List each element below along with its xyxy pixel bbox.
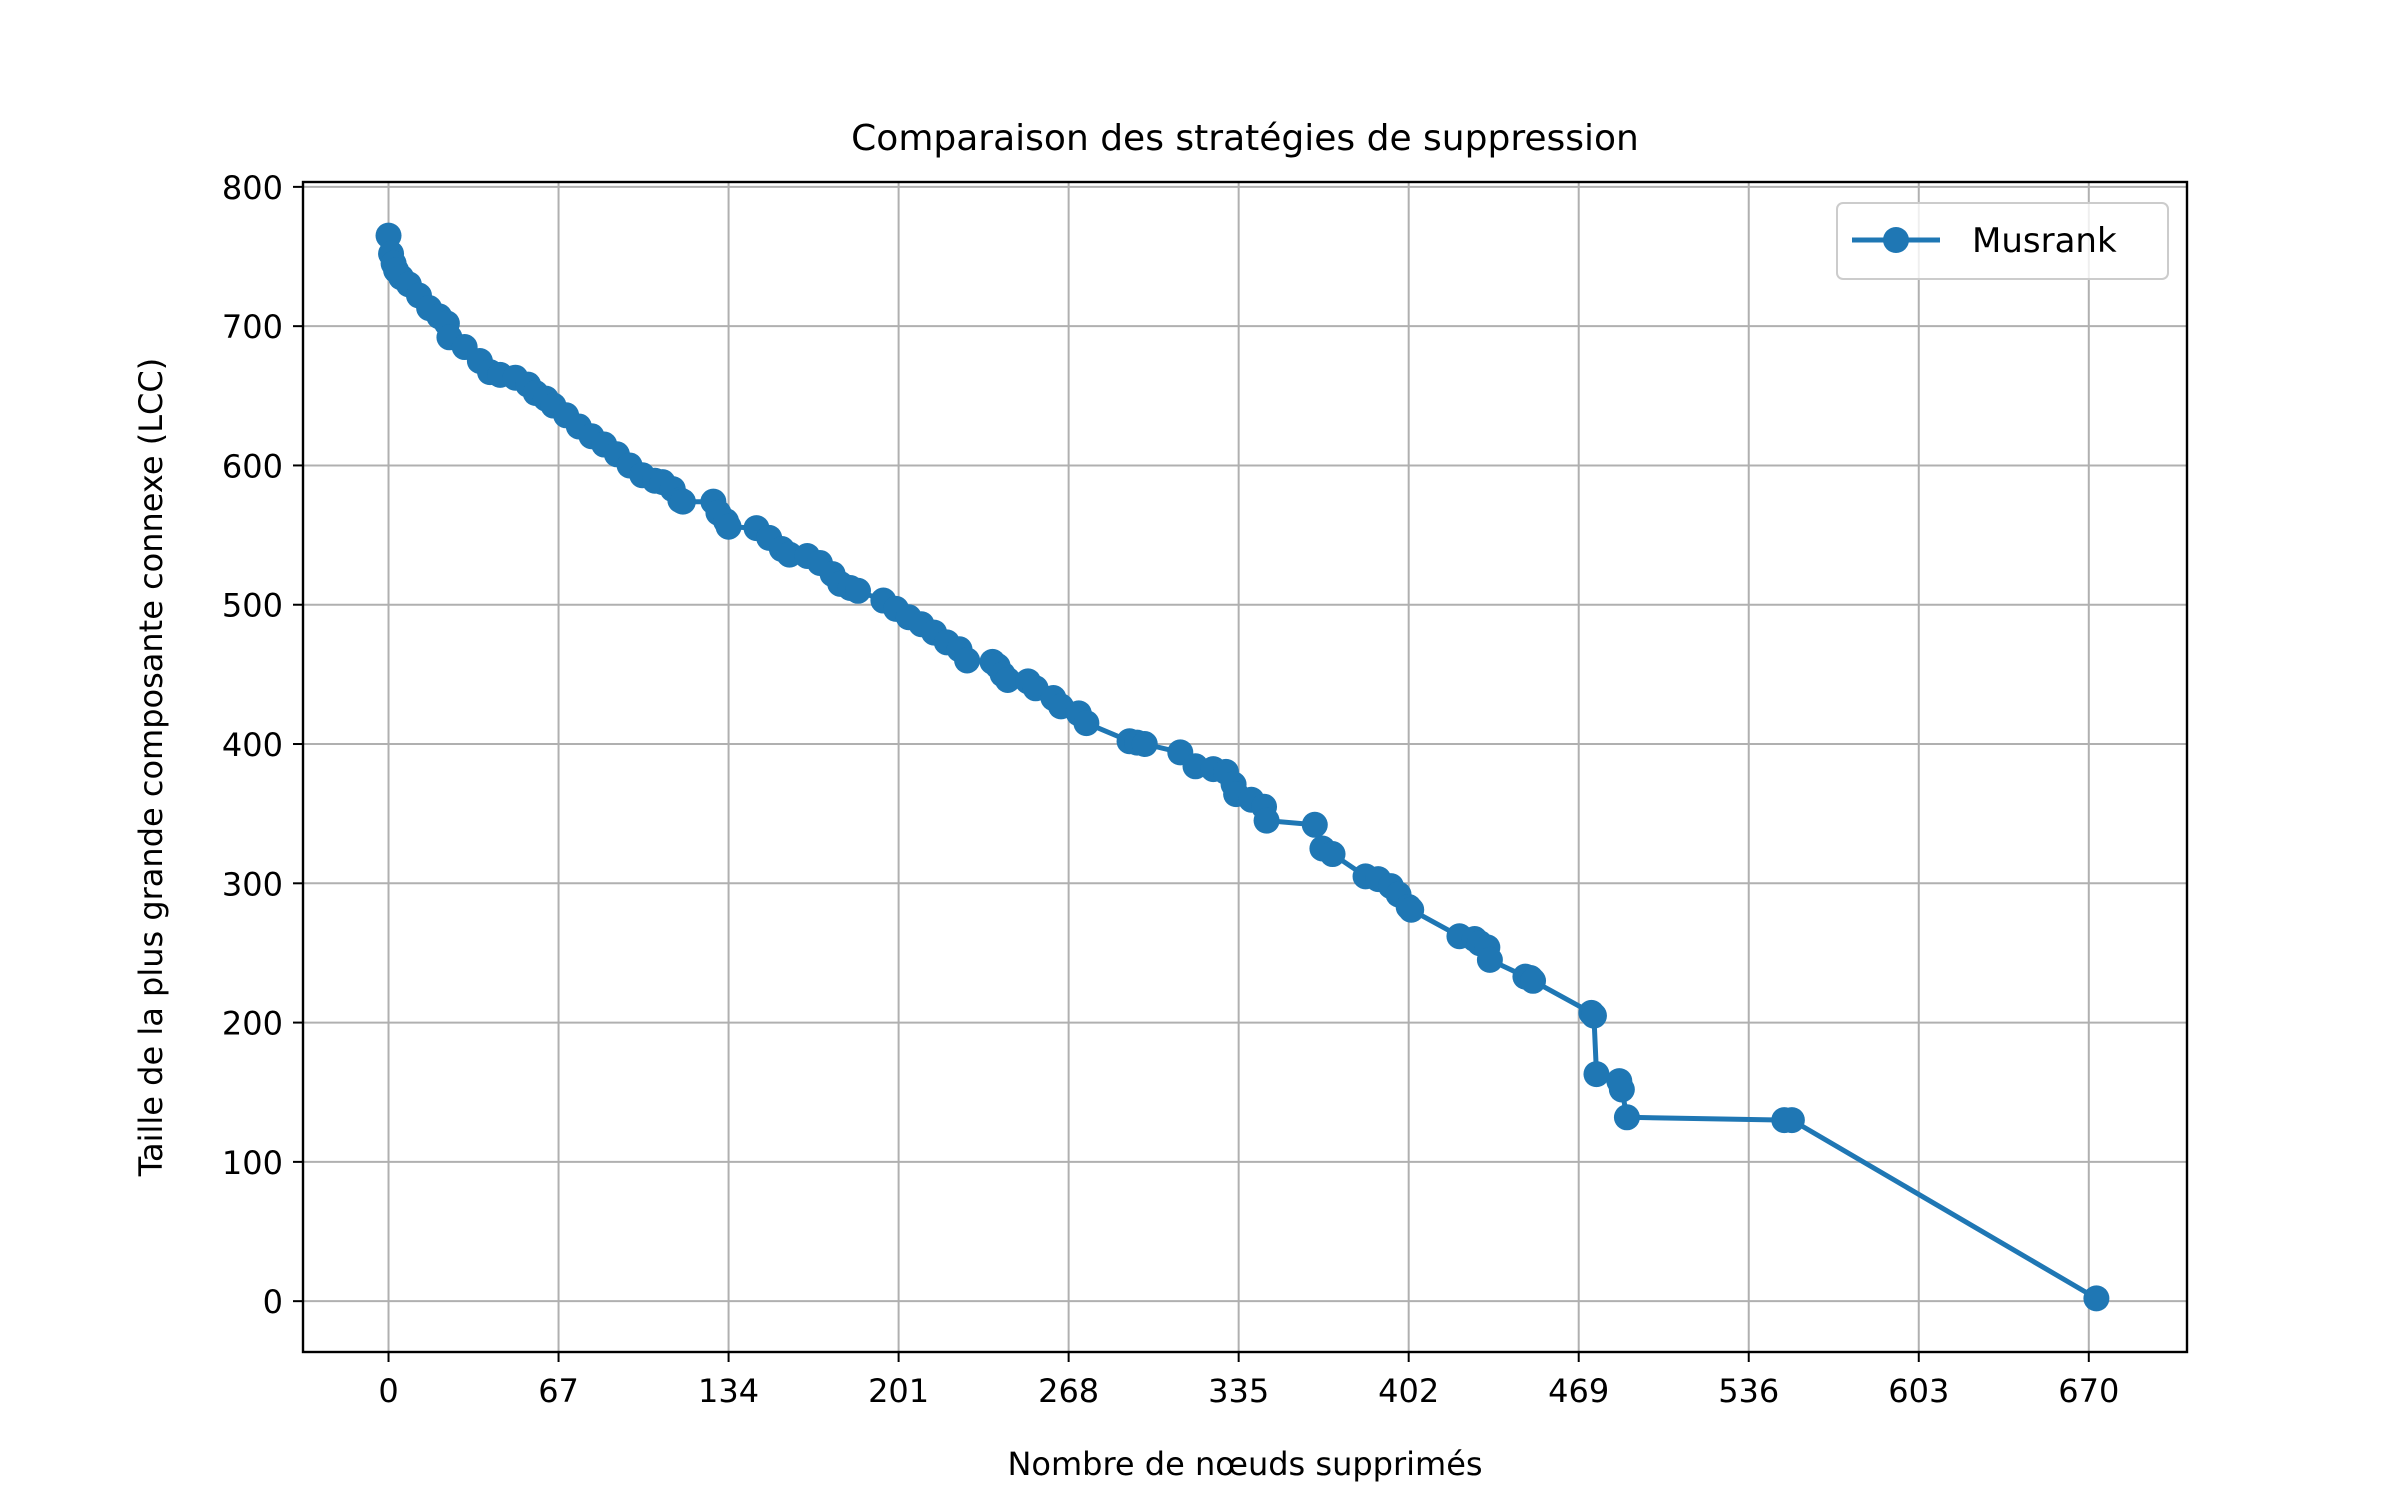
x-tick-label: 670: [2058, 1372, 2119, 1410]
plot-frame: [301, 180, 2189, 1354]
data-point: [1398, 896, 1425, 923]
y-tick-label: 700: [222, 308, 283, 346]
data-point: [1613, 1104, 1640, 1131]
x-tick-label: 536: [1718, 1372, 1779, 1410]
data-point: [954, 647, 981, 674]
legend-box: [1836, 202, 2169, 280]
data-point: [1583, 1061, 1610, 1088]
data-point: [1253, 807, 1280, 834]
data-point: [2083, 1285, 2110, 1312]
y-tick-label: 300: [222, 865, 283, 903]
data-point: [1073, 710, 1100, 737]
data-point: [1131, 731, 1158, 758]
x-tick-label: 603: [1888, 1372, 1949, 1410]
y-tick-label: 200: [222, 1005, 283, 1043]
y-tick-label: 0: [263, 1283, 283, 1321]
y-tick-label: 800: [222, 169, 283, 207]
x-tick-label: 469: [1548, 1372, 1609, 1410]
data-point: [1520, 967, 1547, 994]
data-point: [1319, 841, 1346, 868]
legend-label-musrank: Musrank: [1972, 221, 2117, 261]
x-tick-label: 201: [868, 1372, 929, 1410]
y-tick-label: 500: [222, 587, 283, 625]
series-musrank: [375, 222, 2110, 1312]
y-tick-label: 600: [222, 447, 283, 485]
data-point: [844, 577, 871, 604]
chart-title: Comparaison des stratégies de suppressio…: [851, 118, 1639, 159]
axis-ticks: 0 67 134 201 268 335 402 469 536 603 670 0 100 200 300…: [222, 169, 2119, 1410]
data-point: [1580, 1002, 1607, 1029]
x-tick-label: 134: [698, 1372, 759, 1410]
x-tick-label: 0: [378, 1372, 398, 1410]
data-point: [715, 513, 742, 540]
data-point: [1778, 1107, 1805, 1134]
legend-marker-sample: [1883, 227, 1909, 253]
data-point: [669, 488, 696, 515]
x-tick-label: 335: [1208, 1372, 1269, 1410]
y-tick-label: 100: [222, 1144, 283, 1182]
x-tick-label: 402: [1378, 1372, 1439, 1410]
y-axis-label: Taille de la plus grande composante conn…: [132, 358, 170, 1177]
grid: [303, 182, 2187, 1352]
y-tick-label: 400: [222, 726, 283, 764]
data-point: [994, 666, 1021, 693]
data-point: [1301, 811, 1328, 838]
x-tick-label: 67: [538, 1372, 579, 1410]
data-point: [1608, 1076, 1635, 1103]
data-point: [1476, 946, 1503, 973]
x-axis-label: Nombre de nœuds supprimés: [1007, 1445, 1482, 1483]
legend: Musrank: [1836, 202, 2169, 280]
x-tick-label: 268: [1038, 1372, 1099, 1410]
